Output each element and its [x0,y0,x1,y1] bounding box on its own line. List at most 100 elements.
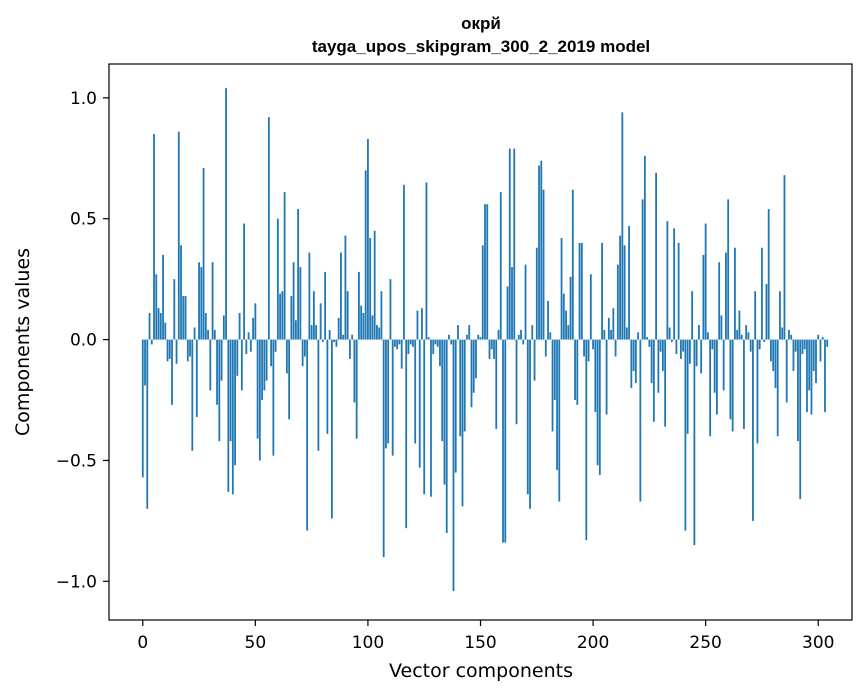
bar [758,339,761,350]
chart-title-line1: окрй [461,14,501,33]
bar [299,267,302,340]
bar [731,339,734,432]
bar [258,339,261,461]
bar [799,339,802,500]
bar [684,339,687,531]
bar [691,291,694,340]
bar [585,339,588,541]
bar [720,315,723,340]
bar [495,339,498,430]
bar [457,325,459,340]
bar [619,235,621,340]
bar [596,339,599,466]
bar [486,204,489,340]
bar [722,339,725,391]
bar [407,339,410,355]
bar [614,339,617,357]
bar [605,339,608,415]
y-axis-ticks: −1.0 −0.5 0.0 0.5 1.0 [56,89,109,592]
bar [470,339,473,408]
bar [533,339,536,381]
bar [641,199,644,340]
bar [391,339,394,456]
bar [225,88,227,340]
bar [254,303,257,340]
bar [312,291,315,340]
bar [679,339,682,359]
bar [337,317,340,340]
bar [310,325,313,340]
bar [418,339,421,468]
bar [589,274,592,340]
bar [810,339,813,415]
bar [263,339,266,391]
bar [481,245,484,340]
bar [779,291,781,340]
bar [661,339,664,372]
chart-title-line2: tayga_upos_skipgram_300_2_2019 model [312,37,650,56]
bar [434,339,437,345]
bar [639,339,642,502]
bar [387,339,390,444]
bar [281,291,284,340]
bar [756,339,759,444]
bar [819,339,822,362]
bar [294,320,297,340]
bar [209,339,212,391]
bar [677,242,680,340]
bar [695,339,698,367]
bar [326,339,329,434]
bar [821,337,824,340]
bar [351,334,354,340]
bar [342,334,345,340]
bar [797,339,799,442]
bar [562,293,565,340]
bar [673,228,676,340]
bar [472,339,475,393]
bar [191,339,194,451]
bar [175,339,178,364]
bar [168,339,171,359]
bar [220,339,223,381]
bar [571,189,574,340]
bar [380,291,383,340]
bar [344,235,347,340]
bar [643,155,646,340]
bar [707,332,709,340]
bar [812,339,815,372]
bar [443,339,446,485]
bar [493,339,495,359]
bar [459,339,462,437]
bar [211,262,214,340]
bar [432,339,435,355]
bar [675,339,678,355]
bar [558,339,561,502]
bar [441,339,444,442]
bar [153,134,155,340]
bar [772,339,775,372]
x-axis-label: Vector components [389,660,573,682]
bar [506,286,509,340]
bar [394,339,396,347]
bar [324,271,327,340]
bar [630,339,633,388]
bar [306,339,309,531]
plot-frame [108,63,853,621]
bar [594,339,597,413]
bar [668,327,671,340]
bar [592,339,594,350]
bar [362,312,365,340]
bar [761,247,763,340]
bar [240,339,243,391]
bar [693,339,696,546]
bar [340,252,342,340]
bar [783,175,786,340]
bar [195,339,198,417]
bar [204,312,207,340]
bar [396,339,399,350]
bar [378,327,381,340]
y-tick-label: −1.0 [56,572,97,592]
bar [817,334,820,340]
bar [535,247,538,340]
bar [826,339,829,347]
